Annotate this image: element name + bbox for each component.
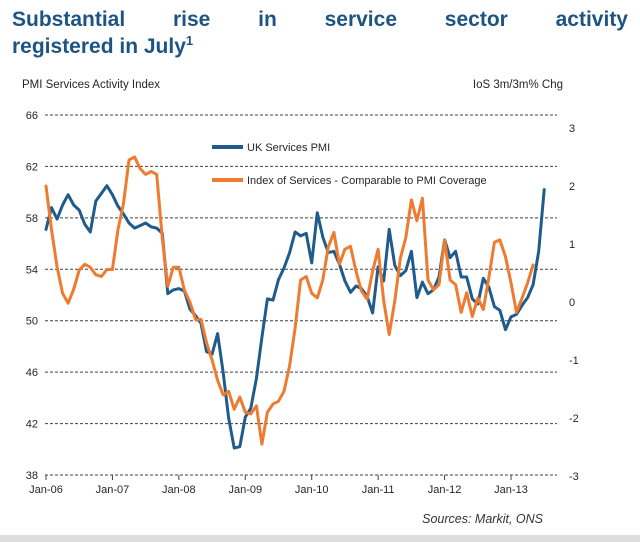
axis-tick-label: 0 [569, 297, 575, 309]
bottom-strip [0, 535, 640, 542]
right-axis-labels: 3 2 1 0 -1 -2 -3 [569, 123, 579, 483]
axis-tick-label: 66 [26, 110, 38, 122]
legend-label: Index of Services - Comparable to PMI Co… [247, 175, 487, 187]
axis-tick-label: 58 [26, 213, 38, 225]
axis-tick-label: -1 [569, 355, 579, 367]
axis-tick-label: Jan-13 [494, 484, 528, 496]
legend-label: UK Services PMI [247, 142, 330, 154]
axis-tick-label: 1 [569, 239, 575, 251]
series-line-uk-services-pmi [44, 184, 546, 450]
axis-tick-label: -3 [569, 471, 579, 483]
axis-tick-label: Jan-07 [96, 484, 130, 496]
axis-tick-label: -2 [569, 413, 579, 425]
axis-tick-label: 46 [26, 367, 38, 379]
title-footnote-marker: 1 [185, 33, 194, 48]
sources-note: Sources: Markit, ONS [422, 512, 543, 526]
axis-tick-label: 3 [569, 123, 575, 135]
axis-tick-label: 2 [569, 181, 575, 193]
chart-legend: UK Services PMI Index of Services - Compa… [212, 142, 487, 187]
axis-tick-label: Jan-06 [29, 484, 63, 496]
chart-gridlines [45, 114, 557, 476]
x-axis-ticks-and-labels: Jan-06 Jan-07 Jan-08 Jan-09 Jan-10 Jan-11 Jan-… [29, 475, 528, 496]
axis-tick-label: 54 [26, 264, 38, 276]
axis-tick-label: 38 [26, 470, 38, 482]
page-title: Substantial rise in service sector activ… [12, 6, 628, 60]
axis-tick-label: 50 [26, 316, 38, 328]
axis-tick-label: Jan-12 [428, 484, 462, 496]
left-axis-title: PMI Services Activity Index [22, 79, 161, 91]
series-line-index-of-services [44, 155, 535, 446]
axis-tick-label: 42 [26, 419, 38, 431]
axis-tick-label: Jan-08 [162, 484, 196, 496]
page-title-line2: registered in July1 [12, 33, 194, 58]
axis-tick-label: Jan-10 [295, 484, 329, 496]
axis-tick-label: 62 [26, 161, 38, 173]
axis-tick-label: Jan-11 [362, 484, 395, 496]
axis-tick-label: Jan-09 [228, 484, 262, 496]
right-axis-title: IoS 3m/3m% Chg [472, 79, 563, 91]
page-title-line1: Substantial rise in service sector activ… [12, 8, 628, 31]
left-axis-labels: 66 62 58 54 50 46 42 38 [26, 110, 38, 482]
